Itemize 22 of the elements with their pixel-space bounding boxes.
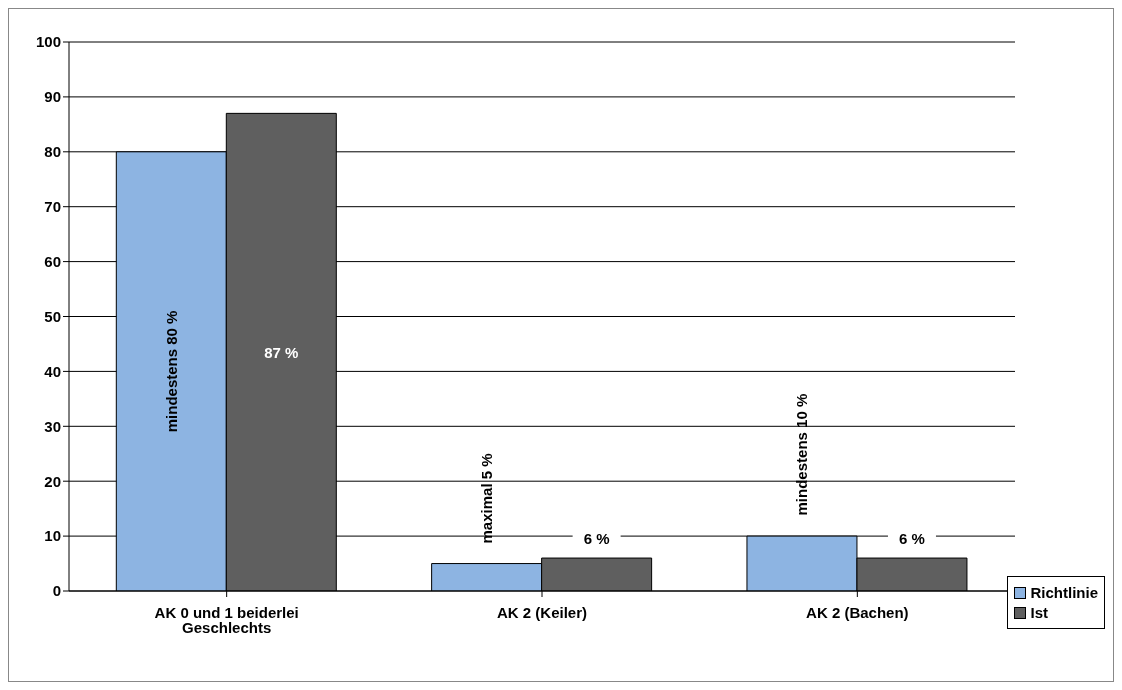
y-tick-label: 60: [44, 252, 61, 270]
data-label: maximal 5 %: [478, 453, 496, 544]
y-tick-label: 100: [35, 33, 61, 51]
x-tick-label: AK 2 (Keiler): [496, 603, 588, 621]
y-tick-label: 30: [44, 417, 61, 435]
y-tick-label: 0: [52, 582, 61, 600]
data-label: 87 %: [264, 343, 299, 361]
data-label: 6 %: [583, 529, 610, 547]
y-tick-label: 20: [44, 472, 61, 490]
data-label: 6 %: [899, 529, 925, 547]
y-tick-label: 10: [44, 527, 61, 545]
y-tick-label: 80: [44, 143, 61, 161]
data-label: mindestens 10 %: [793, 393, 811, 516]
x-tick-label: AK 0 und 1 beiderlei Geschlechts: [154, 603, 299, 636]
legend-label: Ist: [1030, 604, 1048, 621]
data-label: mindestens 80 %: [162, 310, 180, 433]
legend-label: Richtlinie: [1030, 584, 1098, 601]
y-tick-label: 90: [44, 88, 61, 106]
x-tick-label: AK 2 (Bachen): [806, 603, 909, 621]
y-tick-label: 50: [44, 307, 61, 325]
y-tick-label: 70: [44, 198, 61, 216]
y-tick-label: 40: [44, 362, 61, 380]
